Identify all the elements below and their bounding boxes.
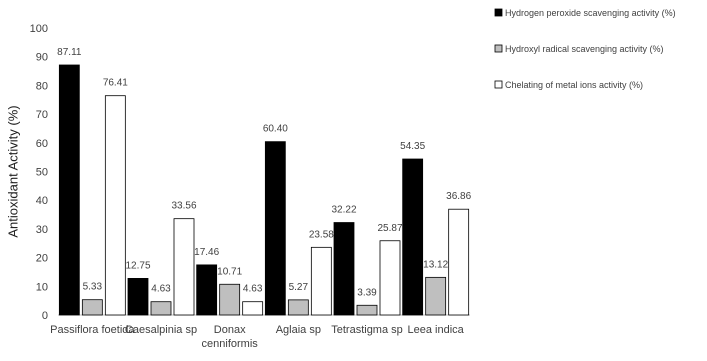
- y-tick-label: 100: [30, 23, 48, 35]
- bar-value-label: 87.11: [57, 47, 82, 58]
- bar-value-label: 54.35: [400, 141, 425, 152]
- y-tick-label: 70: [36, 109, 48, 121]
- bar-value-label: 33.56: [171, 201, 196, 212]
- bar: [402, 158, 424, 316]
- bar: [448, 208, 470, 316]
- y-tick-label: 30: [36, 224, 48, 236]
- category-label: cenniformis: [202, 338, 259, 350]
- bar-value-label: 32.22: [331, 205, 356, 216]
- y-tick-label: 80: [36, 80, 48, 92]
- y-axis-title: Antioxidant Activity (%): [5, 105, 20, 237]
- category-label: Donax: [214, 324, 246, 336]
- bar-value-label: 76.41: [103, 78, 128, 89]
- bar-value-label: 23.58: [309, 229, 334, 240]
- legend-label: Hydroxyl radical scavenging activity (%): [505, 44, 664, 54]
- bar-value-label: 5.33: [83, 282, 103, 293]
- bar-value-label: 12.75: [125, 260, 150, 271]
- bar: [379, 240, 401, 316]
- y-tick-label: 50: [36, 167, 48, 179]
- legend-swatch: [494, 8, 503, 17]
- category-label: Tetrastigma sp: [331, 324, 403, 336]
- bar-value-label: 4.63: [243, 284, 263, 295]
- bars: [58, 64, 470, 316]
- category-label: Caesalpinia sp: [125, 324, 197, 336]
- bar: [173, 218, 195, 316]
- bar-value-label: 17.46: [194, 247, 219, 258]
- category-label: Passiflora foetida: [50, 324, 135, 336]
- bar: [81, 299, 103, 316]
- bar: [287, 299, 309, 316]
- y-tick-label: 90: [36, 52, 48, 64]
- y-tick-label: 60: [36, 138, 48, 150]
- legend-swatch: [494, 80, 503, 89]
- bar: [333, 222, 355, 316]
- bar-value-label: 60.40: [263, 124, 288, 135]
- bar-value-label: 13.12: [423, 259, 448, 270]
- bar: [425, 276, 447, 316]
- category-label: Leea indica: [408, 324, 465, 336]
- legend-swatch: [494, 44, 503, 53]
- bar: [150, 301, 172, 316]
- bar-value-label: 3.39: [357, 287, 377, 298]
- bar-value-label: 25.87: [377, 223, 402, 234]
- legend-label: Chelating of metal ions activity (%): [505, 80, 643, 90]
- bar-value-label: 36.86: [446, 191, 471, 202]
- bar-value-label: 10.71: [217, 266, 242, 277]
- bar: [104, 95, 126, 316]
- bar: [127, 278, 149, 316]
- bar: [196, 264, 218, 316]
- bar: [310, 246, 332, 316]
- bar: [264, 141, 286, 316]
- bar: [219, 283, 241, 316]
- bar: [58, 64, 80, 316]
- y-tick-label: 40: [36, 195, 48, 207]
- legend-label: Hydrogen peroxide scavenging activity (%…: [505, 8, 676, 18]
- y-tick-label: 0: [42, 310, 48, 322]
- category-label: Aglaia sp: [276, 324, 321, 336]
- y-axis-ticks: 0 10 20 30 40 50 60 70 80 90 100: [30, 23, 48, 322]
- legend: Hydrogen peroxide scavenging activity (%…: [494, 8, 676, 90]
- bar-value-label: 4.63: [151, 284, 171, 295]
- y-tick-label: 10: [36, 281, 48, 293]
- bar: [356, 304, 378, 316]
- bar: [242, 301, 264, 316]
- bar-value-label: 5.27: [289, 282, 309, 293]
- y-tick-label: 20: [36, 253, 48, 265]
- value-labels: 87.115.3376.4112.754.6333.5617.4610.714.…: [57, 47, 471, 298]
